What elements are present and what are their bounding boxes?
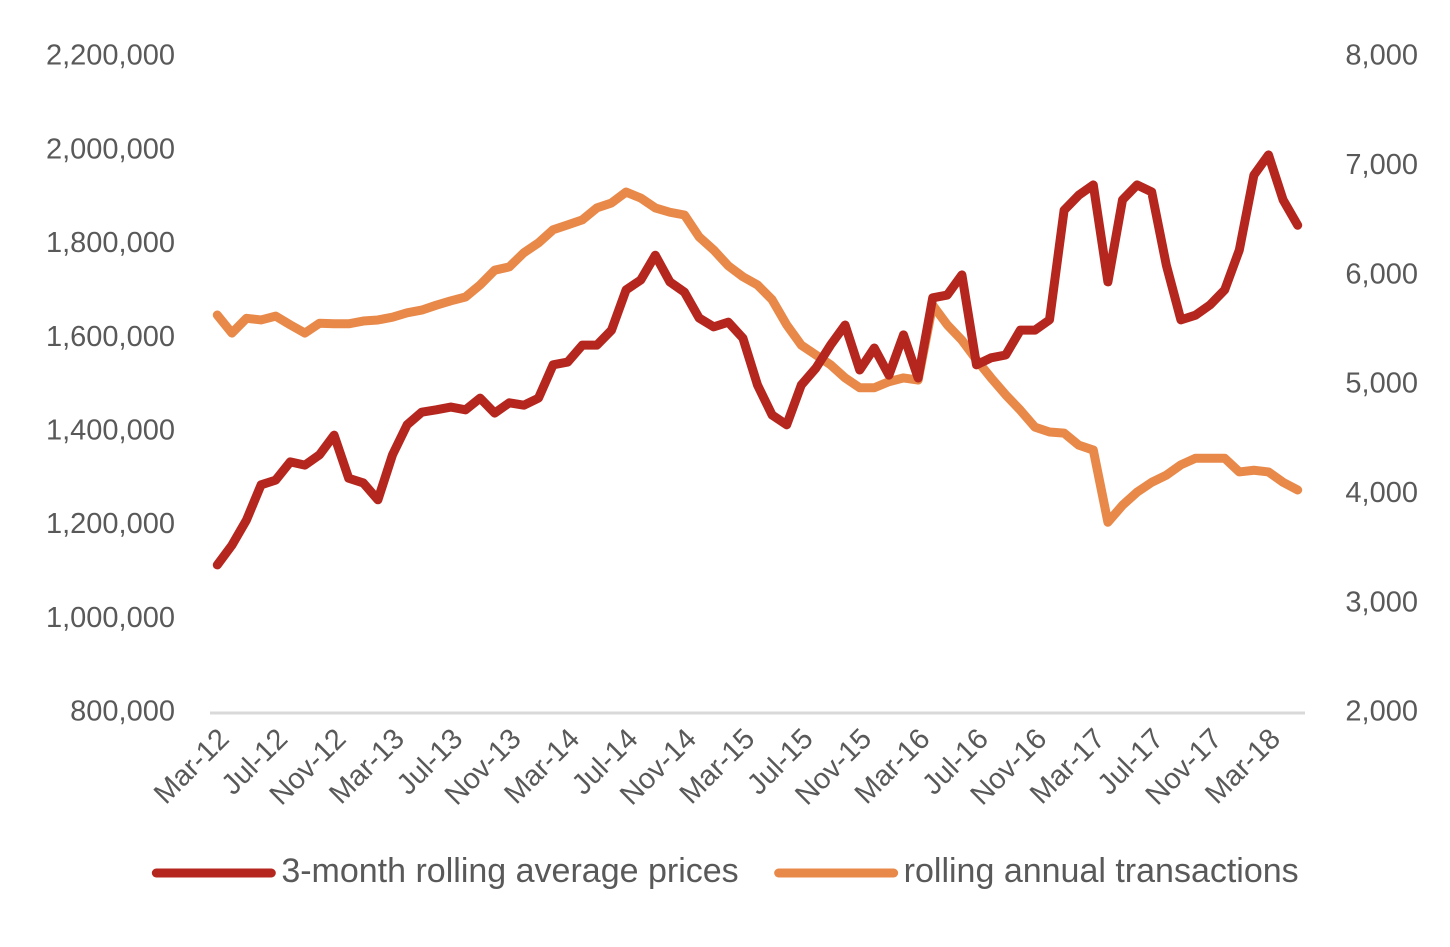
legend: 3-month rolling average prices rolling an… <box>151 852 1299 890</box>
series-line <box>212 187 1303 527</box>
legend-label: 3-month rolling average prices <box>281 852 738 890</box>
y2-tick-label: 8,000 <box>1345 40 1418 72</box>
y-tick-label: 1,600,000 <box>46 321 175 353</box>
series-line <box>212 150 1303 570</box>
y2-tick-label: 2,000 <box>1345 696 1418 728</box>
y-tick-label: 1,800,000 <box>46 227 175 259</box>
legend-label: rolling annual transactions <box>904 852 1299 890</box>
y2-tick-label: 7,000 <box>1345 149 1418 181</box>
y-tick-label: 2,200,000 <box>46 40 175 72</box>
y2-tick-label: 3,000 <box>1345 586 1418 618</box>
y2-tick-label: 5,000 <box>1345 368 1418 400</box>
x-tick-label: Mar-12 <box>148 723 236 811</box>
y-tick-label: 1,400,000 <box>46 415 175 447</box>
y2-tick-label: 6,000 <box>1345 258 1418 290</box>
y-tick-label: 800,000 <box>70 696 175 728</box>
y-tick-label: 1,000,000 <box>46 602 175 634</box>
y2-tick-label: 4,000 <box>1345 477 1418 509</box>
y-tick-label: 1,200,000 <box>46 508 175 540</box>
y-tick-label: 2,000,000 <box>46 133 175 165</box>
